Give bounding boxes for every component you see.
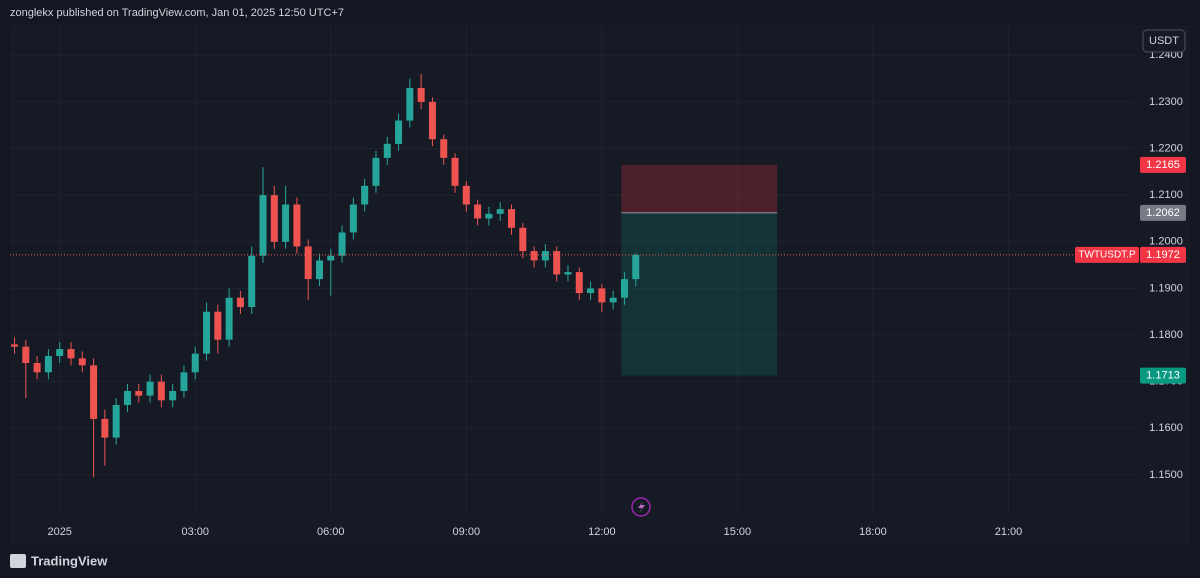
brand-name: TradingView: [31, 553, 108, 568]
candle-body: [259, 195, 267, 256]
y-tick-label: 1.2000: [1149, 236, 1183, 248]
y-tick-label: 1.1500: [1149, 469, 1183, 481]
candle-body: [395, 120, 403, 144]
x-tick-label: 2025: [47, 526, 71, 538]
candle-body: [112, 404, 120, 438]
candle-body: [282, 204, 290, 242]
candle-body: [361, 185, 369, 205]
candle-body: [519, 227, 527, 252]
candle-body: [440, 139, 448, 158]
event-icon[interactable]: [631, 497, 651, 517]
y-tick-label: 1.1800: [1149, 329, 1183, 341]
candle-body: [304, 246, 312, 280]
entry-price-tag-bg: [1140, 204, 1186, 221]
y-tick-label: 1.1900: [1149, 282, 1183, 294]
candle-body: [485, 213, 493, 219]
x-tick-label: 21:00: [995, 526, 1023, 538]
last-price-tag-bg: [1140, 246, 1186, 263]
candle-body: [383, 143, 391, 158]
candle-body: [406, 87, 414, 121]
candle-body: [180, 372, 188, 391]
last-price-tag: 1.1972: [1146, 249, 1180, 261]
candle-body: [191, 353, 199, 373]
candle-body: [327, 255, 335, 261]
x-tick-label: 03:00: [181, 526, 209, 538]
candle-body: [293, 204, 301, 247]
candle-body: [90, 365, 98, 419]
candle-body: [462, 185, 470, 205]
y-tick-label: 1.1600: [1149, 422, 1183, 434]
x-tick-label: 09:00: [453, 526, 481, 538]
candle-body: [169, 390, 177, 401]
x-tick-label: 06:00: [317, 526, 345, 538]
candle-body: [541, 251, 549, 261]
candle-body: [56, 349, 64, 357]
candle-body: [338, 232, 346, 256]
x-tick-label: 18:00: [859, 526, 887, 538]
entry-price-tag: 1.2062: [1146, 207, 1180, 219]
candle-body: [496, 209, 504, 214]
candle-body: [598, 288, 606, 303]
brand-logo: [10, 554, 26, 568]
candle-body: [225, 297, 233, 340]
candle-body: [609, 297, 617, 303]
candle-body: [508, 209, 516, 228]
candle-body: [123, 390, 131, 405]
y-tick-label: 1.2200: [1149, 142, 1183, 154]
candle-body: [78, 358, 86, 366]
symbol-tag-bg: [1075, 246, 1139, 263]
candle-body: [214, 311, 222, 340]
candle-body: [101, 418, 109, 438]
candle-body: [620, 279, 628, 298]
currency-label[interactable]: USDT: [1149, 35, 1179, 47]
candle-body: [553, 251, 561, 275]
candle-body: [315, 260, 323, 280]
x-tick-label: 15:00: [724, 526, 752, 538]
target-price-tag-bg: [1140, 367, 1186, 384]
stop-price-tag: 1.2165: [1146, 159, 1180, 171]
target-zone: [621, 212, 778, 376]
candle-body: [632, 254, 640, 280]
candle-body: [33, 363, 41, 373]
candle-body: [11, 344, 19, 347]
stop-price-tag-bg: [1140, 156, 1186, 173]
stop-zone: [621, 164, 778, 213]
plot-background: [10, 25, 1190, 545]
candle-body: [270, 195, 278, 242]
candle-body: [474, 204, 482, 219]
candle-body: [575, 272, 583, 294]
y-tick-label: 1.2100: [1149, 189, 1183, 201]
candle-body: [146, 381, 154, 396]
candle-body: [44, 356, 52, 373]
candle-body: [349, 204, 357, 233]
candle-body: [372, 157, 380, 186]
candle-body: [67, 349, 75, 359]
x-tick-label: 12:00: [588, 526, 616, 538]
symbol-tag: TWTUSDT.P: [1078, 249, 1136, 260]
candle-body: [135, 390, 143, 396]
candle-body: [248, 255, 256, 308]
candle-body: [564, 272, 572, 275]
event-bolt: [638, 501, 645, 513]
candle-body: [22, 346, 30, 364]
candle-body: [157, 381, 165, 401]
y-tick-label: 1.2300: [1149, 96, 1183, 108]
target-price-tag: 1.1713: [1146, 370, 1180, 382]
candle-body: [428, 101, 436, 140]
candle-body: [417, 87, 425, 102]
currency-button[interactable]: [1142, 29, 1186, 53]
candle-body: [236, 297, 244, 308]
candle-body: [587, 288, 595, 294]
candle-body: [530, 251, 538, 261]
candle-body: [203, 311, 211, 354]
header-text: zonglekx published on TradingView.com, J…: [10, 7, 344, 19]
plot-layer: 1.15001.16001.17001.18001.19001.20001.21…: [10, 25, 1183, 538]
candle-body: [451, 157, 459, 186]
